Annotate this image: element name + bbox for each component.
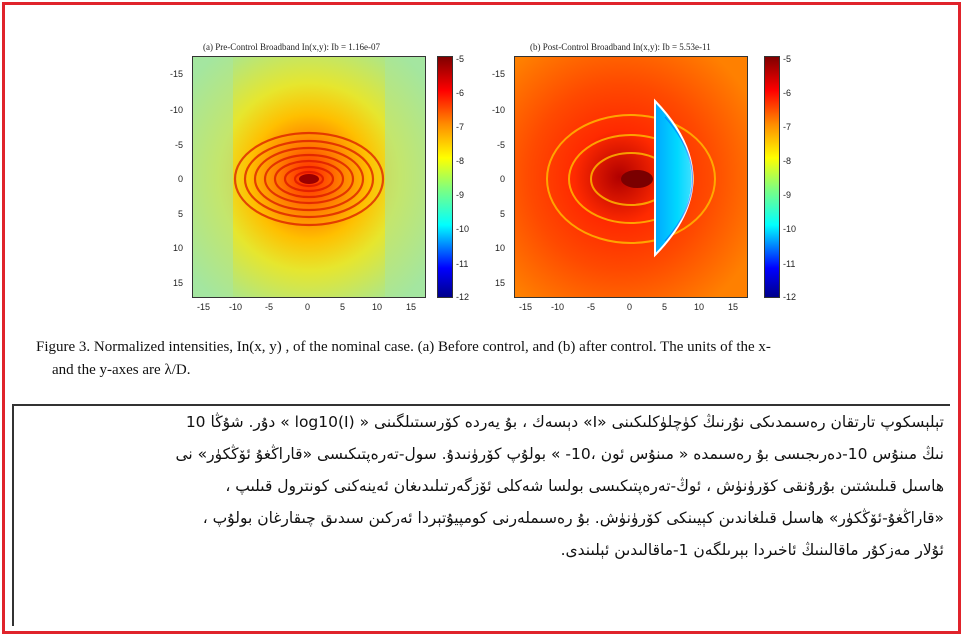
a-xtick: 10 xyxy=(372,302,383,312)
b-cbar-tick: -7 xyxy=(783,122,792,132)
uyghur-line-1: تېلېسكوپ تارتقان رەسىمدىكى نۇرنىڭ كۈچلۈك… xyxy=(185,413,944,431)
a-xtick: 0 xyxy=(305,302,311,312)
uyghur-line-4: «قاراڭغۇ-ئۆڭكۈر» ھاسىل قىلغاندىن كېيىنكى… xyxy=(202,509,944,527)
a-xtick: 5 xyxy=(340,302,346,312)
panel-a-image xyxy=(193,57,425,297)
b-ytick: -10 xyxy=(492,105,506,115)
b-xtick: -10 xyxy=(551,302,565,312)
a-ytick: 5 xyxy=(178,209,184,219)
b-ytick: 0 xyxy=(500,174,506,184)
a-ytick: 10 xyxy=(173,243,184,253)
b-cbar-tick: -12 xyxy=(783,292,797,302)
b-xtick: 15 xyxy=(728,302,739,312)
panel-b-heatmap xyxy=(514,56,748,298)
b-xtick: 5 xyxy=(662,302,668,312)
b-xtick: -15 xyxy=(519,302,533,312)
a-cbar-tick: -6 xyxy=(456,88,465,98)
panel-a-heatmap xyxy=(192,56,426,298)
b-cbar-tick: -8 xyxy=(783,156,792,166)
panel-b-image xyxy=(515,57,747,297)
b-ytick: 10 xyxy=(495,243,506,253)
b-cbar-tick: -5 xyxy=(783,54,792,64)
a-cbar-tick: -9 xyxy=(456,190,465,200)
panel-a-title: (a) Pre-Control Broadband In(x,y): Ib = … xyxy=(203,42,381,52)
caption-line-1: Figure 3. Normalized intensities, In(x, … xyxy=(36,339,771,355)
b-xtick: -5 xyxy=(587,302,596,312)
panel-a-colorbar xyxy=(437,56,453,298)
a-cbar-tick: -7 xyxy=(456,122,465,132)
a-ytick: -15 xyxy=(170,69,184,79)
b-cbar-tick: -11 xyxy=(783,259,796,269)
caption-line-2: and the y-axes are λ/D. xyxy=(52,362,191,378)
uyghur-line-5: ئۇلار مەزكۇر ماقالىنىڭ ئاخىردا بېرىلگەن … xyxy=(560,541,944,559)
a-cbar-tick: -8 xyxy=(456,156,465,166)
b-ytick: 5 xyxy=(500,209,506,219)
a-xtick: -5 xyxy=(265,302,274,312)
a-ytick: -10 xyxy=(170,105,184,115)
uyghur-explanation: تېلېسكوپ تارتقان رەسىمدىكى نۇرنىڭ كۈچلۈك… xyxy=(12,404,950,626)
panel-b-colorbar xyxy=(764,56,780,298)
panel-b-title: (b) Post-Control Broadband In(x,y): Ib =… xyxy=(530,42,711,52)
b-xtick: 10 xyxy=(694,302,705,312)
b-ytick: -5 xyxy=(497,140,506,150)
a-ytick: 15 xyxy=(173,278,184,288)
b-ytick: -15 xyxy=(492,69,506,79)
a-cbar-tick: -10 xyxy=(456,224,470,234)
figure-caption: Figure 3. Normalized intensities, In(x, … xyxy=(36,336,936,382)
a-ytick: -5 xyxy=(175,140,184,150)
b-cbar-tick: -6 xyxy=(783,88,792,98)
b-cbar-tick: -10 xyxy=(783,224,797,234)
a-ytick: 0 xyxy=(178,174,184,184)
b-xtick: 0 xyxy=(627,302,633,312)
a-xtick: -15 xyxy=(197,302,211,312)
a-cbar-tick: -12 xyxy=(456,292,470,302)
a-xtick: -10 xyxy=(229,302,243,312)
b-ytick: 15 xyxy=(495,278,506,288)
uyghur-line-3: ھاسىل قىلىشتىن بۇرۇنقى كۆرۈنۈش ، ئوڭ-تەر… xyxy=(225,477,944,495)
a-cbar-tick: -5 xyxy=(456,54,465,64)
b-cbar-tick: -9 xyxy=(783,190,792,200)
a-cbar-tick: -11 xyxy=(456,259,469,269)
uyghur-line-2: نىڭ مىنۇس 10-دەرىجىسى بۇ رەسىمدە « مىنۇس… xyxy=(175,445,944,463)
a-xtick: 15 xyxy=(406,302,417,312)
